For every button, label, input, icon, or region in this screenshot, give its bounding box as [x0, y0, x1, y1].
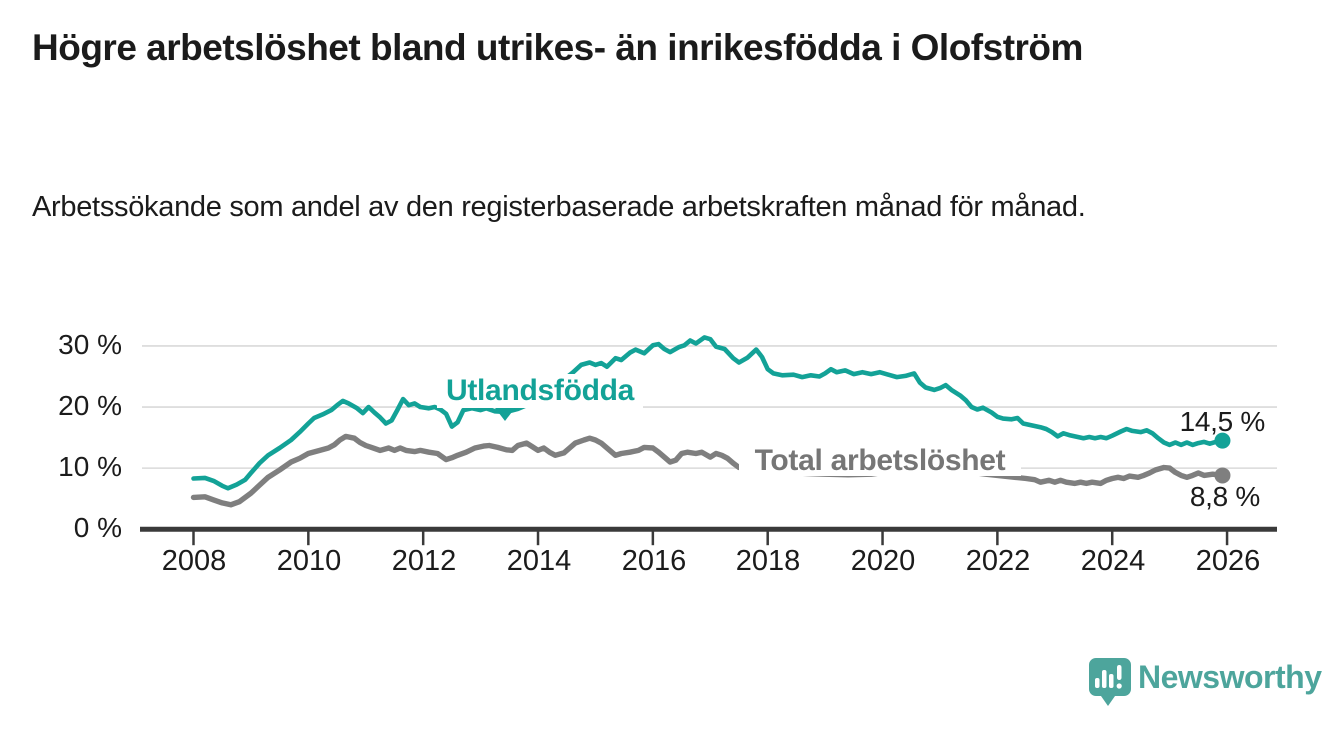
y-tick-label-20: 20 %	[58, 390, 122, 421]
page-subtitle: Arbetssökande som andel av den registerb…	[32, 191, 1086, 223]
series-label-utlandsfodda: Utlandsfödda	[437, 374, 643, 408]
x-tick-label-2018: 2018	[735, 545, 801, 577]
newsworthy-logo: Newsworthy	[1088, 657, 1340, 709]
newsworthy-logo-icon	[1089, 658, 1131, 706]
series-line-utlandsfodda	[191, 335, 1225, 491]
y-tick-label-30: 30 %	[58, 329, 122, 360]
page-title: Högre arbetslöshet bland utrikes- än inr…	[32, 27, 1083, 68]
end-value-label-total: 8,8 %	[1189, 481, 1260, 512]
x-tick-label-2022: 2022	[965, 545, 1031, 577]
x-tick-label-2026: 2026	[1195, 545, 1261, 577]
newsworthy-logo-text: Newsworthy	[1138, 659, 1322, 695]
x-tick-label-2014: 2014	[506, 545, 572, 577]
triangle-down-icon	[495, 408, 515, 421]
series-label-total-arbetsloshet: Total arbetslöshet	[739, 446, 1021, 476]
x-tick-label-2024: 2024	[1080, 545, 1146, 577]
y-tick-label-0: 0 %	[73, 512, 122, 543]
series-end-dot-total	[1214, 467, 1231, 484]
x-tick-label-2008: 2008	[161, 545, 227, 577]
end-value-label-utlandsfodda: 14,5 %	[1179, 406, 1266, 437]
x-tick-label-2012: 2012	[391, 545, 457, 577]
x-tick-label-2016: 2016	[621, 545, 687, 577]
series-end-dot-utlandsfodda	[1214, 432, 1231, 449]
x-tick-label-2010: 2010	[276, 545, 342, 577]
series-line-total	[190, 433, 1226, 508]
x-tick-label-2020: 2020	[850, 545, 916, 577]
y-tick-label-10: 10 %	[58, 451, 122, 482]
